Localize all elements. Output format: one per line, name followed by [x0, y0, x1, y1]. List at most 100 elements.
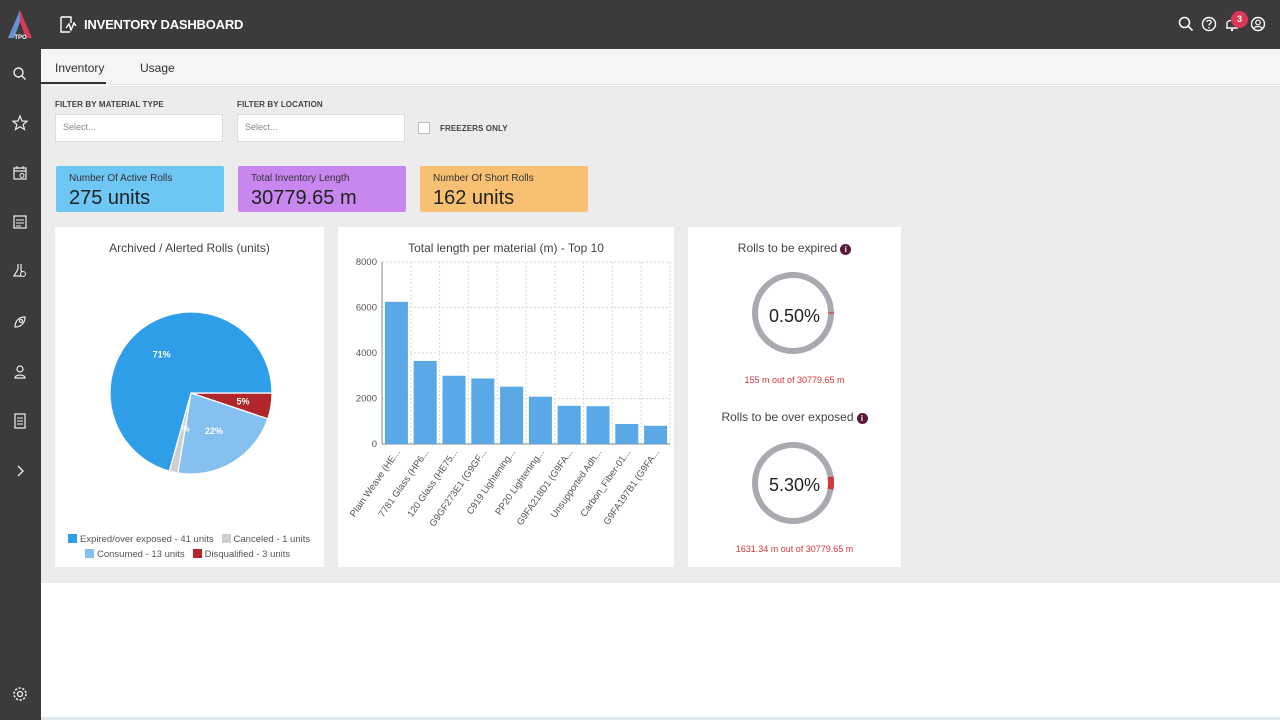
legend-label: Disqualified - 3 units: [204, 549, 291, 560]
active-tab-indicator: [41, 82, 106, 84]
pie-slice-label: 22%: [205, 426, 223, 436]
legend-swatch: [68, 534, 77, 543]
bar[interactable]: [413, 360, 437, 444]
kpi-value: 275 units: [69, 187, 151, 209]
legend-swatch: [85, 549, 94, 558]
sidebar: TPO: [0, 0, 41, 720]
x-tick-label: G9FA197B1 (G9FA...: [602, 447, 663, 527]
bar[interactable]: [500, 386, 524, 444]
expired-ring-title: Rolls to be expired i: [688, 241, 901, 255]
legend-swatch: [192, 549, 202, 558]
pie-legend-row: Consumed - 13 units Disqualified - 3 uni…: [85, 549, 290, 560]
tab-usage[interactable]: Usage: [140, 61, 175, 75]
overexposed-ring-title-text: Rolls to be over exposed: [721, 410, 854, 424]
pie-chart-card: Archived / Alerted Rolls (units) 5% 22% 2%…: [55, 227, 324, 567]
bar-chart: 0 2000 4000 6000 8000 Plain Weave (HE...7781 …: [348, 257, 671, 529]
bottom-divider: [41, 717, 1280, 720]
logo: [8, 10, 32, 38]
bar[interactable]: [528, 396, 552, 444]
kpi-value: 30779.65 m: [251, 187, 357, 209]
notification-badge[interactable]: 3: [1231, 11, 1248, 28]
pie-slice-label: 2%: [177, 424, 190, 434]
kpi-label: Total Inventory Length: [251, 173, 350, 184]
inventory-chart-icon: [60, 16, 77, 33]
tab-bar: Inventory Usage: [41, 49, 1280, 85]
calendar-icon[interactable]: [10, 163, 30, 183]
bar[interactable]: [442, 375, 466, 444]
search-icon[interactable]: [1177, 15, 1195, 33]
bar[interactable]: [384, 301, 408, 444]
y-tick-label: 2000: [356, 394, 377, 405]
expired-ring-chart: [752, 272, 834, 354]
kpi-label: Number Of Short Rolls: [433, 173, 534, 184]
x-tick-label: Unsupported Adh...: [549, 447, 605, 520]
tab-inventory[interactable]: Inventory: [55, 61, 105, 75]
overexposed-ring-value: 5.30%: [768, 475, 821, 495]
location-select[interactable]: Select...: [237, 114, 405, 142]
chevron-right-icon[interactable]: [10, 461, 30, 481]
legend-item[interactable]: Disqualified - 3 units: [192, 549, 291, 560]
kpi-short-rolls: Number Of Short Rolls 162 units: [420, 166, 588, 212]
kpi-label: Number Of Active Rolls: [69, 173, 173, 184]
freezers-only-label: FREEZERS ONLY: [440, 124, 508, 133]
x-tick-label: 120 Glass (HE75...: [405, 447, 460, 519]
legend-item[interactable]: Consumed - 13 units: [85, 549, 185, 560]
expired-ring-caption: 155 m out of 30779.65 m: [744, 375, 845, 385]
kpi-active-rolls: Number Of Active Rolls 275 units: [56, 166, 224, 212]
overexposed-ring-caption: 1631.34 m out of 30779.65 m: [735, 544, 854, 554]
pie-slice-label: 5%: [236, 397, 249, 407]
bar-chart-card: Total length per material (m) - Top 10 0…: [338, 227, 674, 567]
x-tick-label: 7781 Glass (HP6...: [377, 447, 432, 519]
y-tick-label: 0: [372, 439, 377, 450]
y-tick-label: 6000: [356, 303, 377, 314]
bar-chart-title: Total length per material (m) - Top 10: [408, 241, 604, 255]
page-title: INVENTORY DASHBOARD: [84, 17, 244, 32]
top-header: INVENTORY DASHBOARD 3: [41, 0, 1280, 49]
pie-chart-title: Archived / Alerted Rolls (units): [109, 241, 270, 255]
rolls-rings-card: Rolls to be expired i 0.50% 155 m out of …: [688, 227, 901, 567]
expired-ring-title-text: Rolls to be expired: [737, 241, 838, 255]
pie-chart: 5% 22% 2% 71%: [109, 311, 273, 475]
report-icon[interactable]: [10, 212, 30, 232]
help-icon[interactable]: [1200, 15, 1218, 33]
x-tick-label: Plain Weave (HE...: [348, 447, 403, 519]
legend-swatch: [221, 534, 231, 543]
gear-icon[interactable]: [10, 684, 30, 704]
freezers-only-checkbox[interactable]: [418, 122, 430, 134]
bar[interactable]: [586, 406, 610, 444]
bar[interactable]: [471, 378, 495, 444]
kpi-value: 162 units: [433, 187, 515, 209]
info-icon[interactable]: i: [840, 244, 852, 255]
search-icon[interactable]: [10, 64, 30, 84]
legend-item[interactable]: Expired/over exposed - 41 units: [68, 534, 214, 545]
legend-label: Expired/over exposed - 41 units: [80, 534, 214, 545]
legend-label: Consumed - 13 units: [97, 549, 185, 560]
bar[interactable]: [615, 423, 639, 444]
document-icon[interactable]: [10, 411, 30, 431]
dashboard-content: FILTER BY MATERIAL TYPE Select... FILTER…: [41, 86, 1280, 583]
pie-slice-label: 71%: [153, 349, 171, 359]
legend-item[interactable]: Canceled - 1 units: [221, 534, 311, 545]
user-icon[interactable]: [10, 362, 30, 382]
expired-ring-value: 0.50%: [768, 306, 821, 326]
info-icon[interactable]: i: [856, 413, 868, 424]
y-tick-label: 4000: [356, 348, 377, 359]
star-icon[interactable]: [10, 113, 30, 133]
page-footer-area: [41, 583, 1280, 720]
y-tick-label: 8000: [356, 257, 377, 268]
bar[interactable]: [644, 425, 668, 444]
account-icon[interactable]: [1249, 15, 1267, 33]
location-filter-label: FILTER BY LOCATION: [237, 100, 323, 109]
pie-slice[interactable]: [177, 392, 269, 475]
rocket-icon[interactable]: [10, 312, 30, 332]
material-type-select[interactable]: Select...: [55, 114, 223, 142]
legend-label: Canceled - 1 units: [233, 534, 311, 545]
kpi-total-length: Total Inventory Length 30779.65 m: [238, 166, 406, 212]
overexposed-ring-chart: [752, 442, 834, 524]
lab-search-icon[interactable]: [10, 261, 30, 281]
pie-legend-row: Expired/over exposed - 41 units Canceled…: [68, 534, 310, 545]
logo-text: TPO: [14, 35, 27, 41]
material-type-filter-label: FILTER BY MATERIAL TYPE: [55, 100, 164, 109]
bar[interactable]: [557, 405, 581, 444]
pie-slice[interactable]: [109, 311, 273, 472]
